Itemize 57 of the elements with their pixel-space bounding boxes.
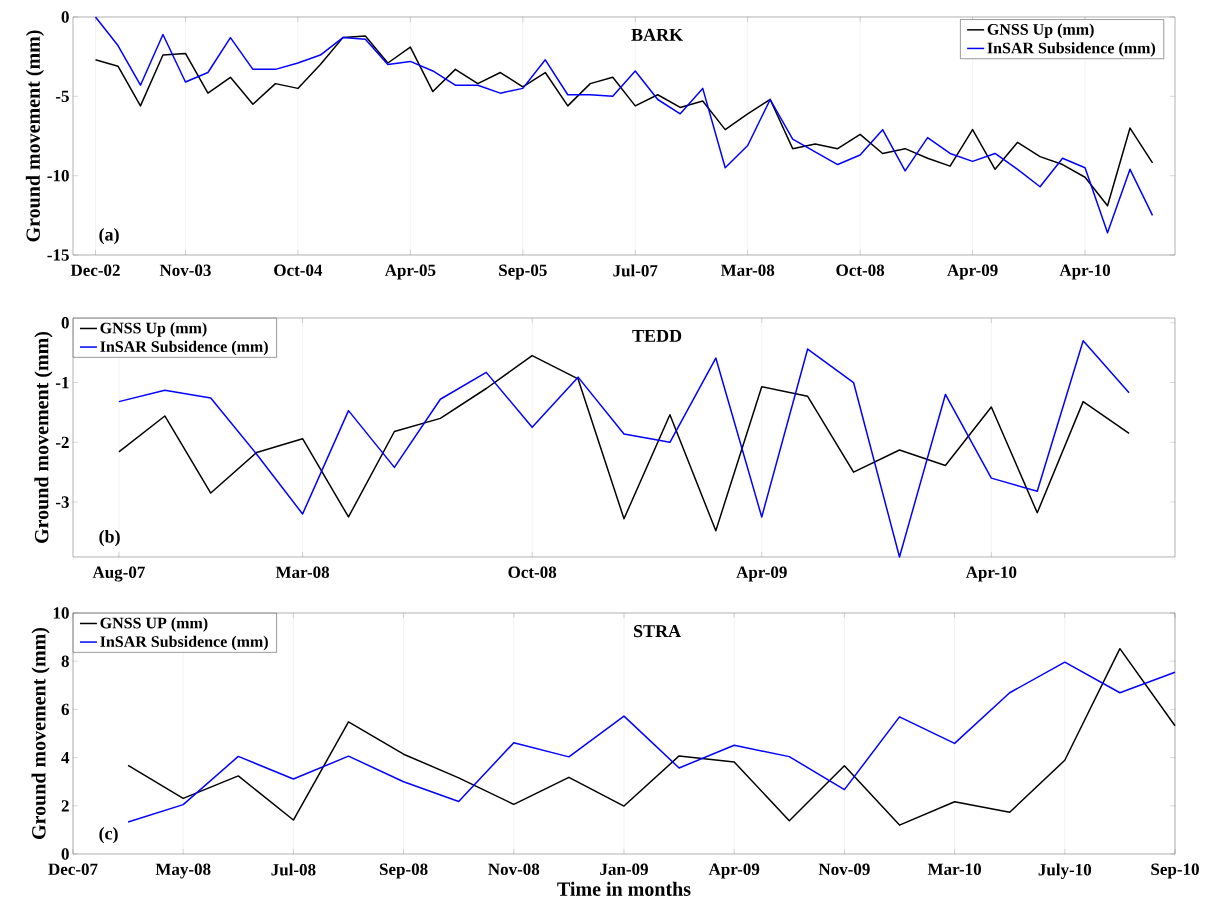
- y-tick-label: -10: [47, 169, 69, 182]
- x-tick-label: Sep-05: [499, 264, 547, 280]
- y-tick-label: 0: [61, 11, 69, 23]
- y-axis-title: Ground movement (mm): [25, 30, 44, 242]
- x-tick-label: Dec-02: [70, 264, 120, 276]
- annotation: (b): [99, 529, 120, 547]
- legend-label: InSAR Subsidence (mm): [100, 340, 268, 356]
- x-tick-label: Apr-10: [1059, 264, 1111, 280]
- x-tick-label: Apr-05: [384, 264, 436, 280]
- chart-title: BARK: [631, 28, 683, 41]
- y-tick-label: 4: [61, 752, 70, 764]
- y-tick-label: -5: [55, 90, 69, 102]
- x-tick-label: Oct-04: [274, 264, 323, 276]
- x-tick-label: Nov-03: [159, 264, 211, 276]
- y-tick-label: 2: [61, 800, 69, 812]
- y-tick-label: -3: [55, 496, 69, 508]
- legend-label: GNSS Up (mm): [987, 23, 1094, 39]
- y-tick-label: 0: [61, 848, 69, 860]
- x-tick-label: Jul-08: [271, 863, 316, 876]
- x-tick-label: Oct-08: [836, 264, 885, 276]
- chart-title: TEDD: [632, 330, 682, 342]
- x-tick-label: Dec-07: [48, 863, 98, 875]
- y-axis-title: Ground movement (mm): [34, 331, 53, 543]
- x-tick-label: Oct-08: [508, 566, 557, 578]
- x-tick-label: Aug-07: [92, 566, 145, 582]
- y-tick-label: 0: [61, 317, 69, 329]
- y-tick-label: 8: [61, 655, 69, 667]
- x-tick-label: Apr-10: [965, 566, 1017, 582]
- annotation: (c): [99, 826, 118, 844]
- text: STRA: [634, 625, 681, 638]
- line-series: [118, 354, 1130, 532]
- x-tick-label: Nov-08: [488, 863, 540, 875]
- y-tick-label: -1: [55, 376, 69, 389]
- legend-label: InSAR Subsidence (mm): [987, 42, 1156, 57]
- legend-label: GNSS UP (mm): [100, 617, 208, 632]
- y-tick-label: 6: [61, 703, 69, 716]
- x-tick-label: Jan-09: [600, 863, 648, 875]
- x-axis-title: Time in months: [557, 881, 691, 896]
- x-tick-label: Apr-09: [708, 863, 760, 879]
- x-tick-label: Apr-09: [947, 264, 998, 280]
- x-tick-label: Mar-10: [927, 863, 982, 875]
- x-tick-label: Jul-07: [613, 264, 658, 277]
- x-tick-label: Nov-09: [818, 863, 870, 875]
- legend-label: InSAR Subsidence (mm): [100, 635, 268, 651]
- x-tick-label: July-10: [1038, 863, 1092, 879]
- x-tick-label: Apr-09: [736, 566, 787, 582]
- y-tick-label: -15: [47, 249, 69, 261]
- y-tick-label: 10: [53, 607, 69, 619]
- x-tick-label: Sep-10: [1151, 863, 1199, 879]
- x-tick-label: Sep-08: [379, 863, 428, 879]
- x-tick-label: May-08: [155, 863, 211, 879]
- x-tick-label: Mar-08: [275, 566, 330, 578]
- legend-label: GNSS Up (mm): [100, 322, 207, 337]
- x-tick-label: Mar-08: [720, 264, 775, 276]
- y-tick-label: -2: [55, 436, 69, 448]
- annotation: (a): [99, 228, 119, 245]
- y-axis-title: Ground movement (mm): [31, 627, 50, 839]
